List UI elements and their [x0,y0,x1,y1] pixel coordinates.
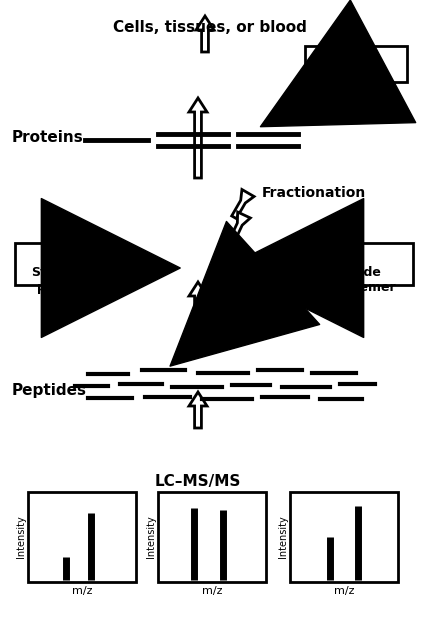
Bar [158,492,266,582]
Bar [290,492,398,582]
Text: Cells, tissues, or blood: Cells, tissues, or blood [113,20,307,35]
Polygon shape [189,392,207,428]
Text: LC–MS/MS: LC–MS/MS [155,474,241,489]
Bar [28,492,136,582]
Text: Intensity: Intensity [16,516,26,559]
Text: Peptide
concatemer: Peptide concatemer [314,266,396,294]
Text: Peptides: Peptides [12,383,87,397]
Text: Intensity: Intensity [146,516,156,559]
Text: Proteins: Proteins [12,130,84,146]
Text: Digestion: Digestion [215,318,289,332]
Text: Synthetic
peptide: Synthetic peptide [31,266,97,294]
Bar [15,243,113,285]
Bar [305,46,407,82]
Polygon shape [196,16,214,52]
Text: m/z: m/z [202,586,222,596]
Text: Intensity: Intensity [278,516,288,559]
Text: m/z: m/z [72,586,92,596]
Polygon shape [189,98,207,178]
Polygon shape [232,189,254,218]
Text: m/z: m/z [334,586,354,596]
Polygon shape [230,212,250,241]
Polygon shape [189,282,207,318]
Text: Intact
protein: Intact protein [331,64,381,92]
Text: Fractionation: Fractionation [262,186,366,200]
Bar [298,243,413,285]
